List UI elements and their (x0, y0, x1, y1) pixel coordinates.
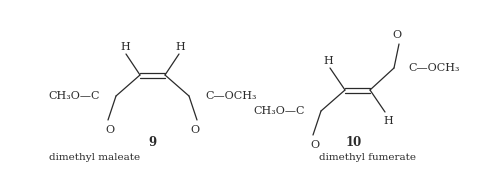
Text: 9: 9 (148, 135, 156, 148)
Text: H: H (175, 42, 185, 52)
Text: CH₃O—C: CH₃O—C (48, 91, 100, 101)
Text: O: O (310, 140, 319, 150)
Text: O: O (191, 125, 200, 135)
Text: H: H (120, 42, 130, 52)
Text: C—OCH₃: C—OCH₃ (408, 63, 460, 73)
Text: C—OCH₃: C—OCH₃ (205, 91, 257, 101)
Text: H: H (323, 56, 333, 66)
Text: 10: 10 (346, 135, 362, 148)
Text: H: H (383, 116, 393, 126)
Text: O: O (105, 125, 114, 135)
Text: dimethyl fumerate: dimethyl fumerate (319, 154, 417, 162)
Text: O: O (392, 30, 401, 40)
Text: dimethyl maleate: dimethyl maleate (49, 154, 140, 162)
Text: CH₃O—C: CH₃O—C (253, 106, 305, 116)
